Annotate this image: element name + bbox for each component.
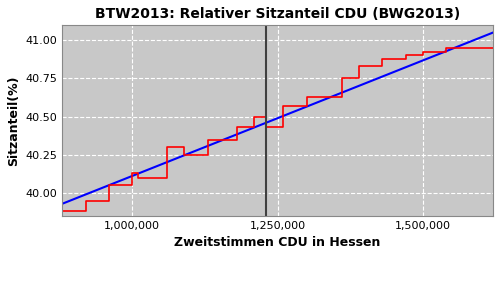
Sitzanteil real (338, 95, 344, 98)
Sitzanteil real (182, 153, 188, 157)
Y-axis label: Sitzanteil(%): Sitzanteil(%) (7, 75, 20, 166)
Sitzanteil real (129, 184, 135, 187)
Sitzanteil real (420, 54, 426, 57)
Sitzanteil real (280, 125, 286, 129)
Sitzanteil real (82, 210, 88, 213)
Sitzanteil real (304, 95, 310, 98)
Sitzanteil real (205, 138, 211, 141)
Sitzanteil real (234, 125, 240, 129)
Sitzanteil real (444, 46, 450, 50)
Sitzanteil real (444, 51, 450, 54)
X-axis label: Zweitstimmen CDU in Hessen: Zweitstimmen CDU in Hessen (174, 236, 381, 249)
Sitzanteil real (402, 54, 408, 57)
Sitzanteil real (402, 57, 408, 60)
Sitzanteil real (82, 199, 88, 202)
Sitzanteil real (356, 76, 362, 80)
Sitzanteil real (59, 210, 65, 213)
Title: BTW2013: Relativer Sitzanteil CDU (BWG2013): BTW2013: Relativer Sitzanteil CDU (BWG20… (95, 7, 461, 21)
Sitzanteil real (252, 125, 258, 129)
Sitzanteil real (420, 51, 426, 54)
Sitzanteil real (135, 176, 141, 180)
Sitzanteil real (380, 64, 386, 68)
Sitzanteil real (263, 115, 269, 119)
Sitzanteil real (263, 125, 269, 129)
Sitzanteil real (129, 171, 135, 175)
Line: Sitzanteil real: Sitzanteil real (62, 48, 493, 212)
Sitzanteil real (380, 57, 386, 60)
Sitzanteil real (106, 184, 112, 187)
Sitzanteil real (135, 171, 141, 175)
Sitzanteil real (252, 115, 258, 119)
Sitzanteil real (356, 64, 362, 68)
Sitzanteil real (490, 46, 496, 50)
Sitzanteil real (304, 104, 310, 108)
Sitzanteil real (182, 146, 188, 149)
Sitzanteil real (106, 199, 112, 202)
Sitzanteil real (280, 104, 286, 108)
Sitzanteil real (164, 146, 170, 149)
Sitzanteil real (164, 176, 170, 180)
Sitzanteil real (338, 76, 344, 80)
Sitzanteil real (205, 153, 211, 157)
Sitzanteil real (234, 138, 240, 141)
